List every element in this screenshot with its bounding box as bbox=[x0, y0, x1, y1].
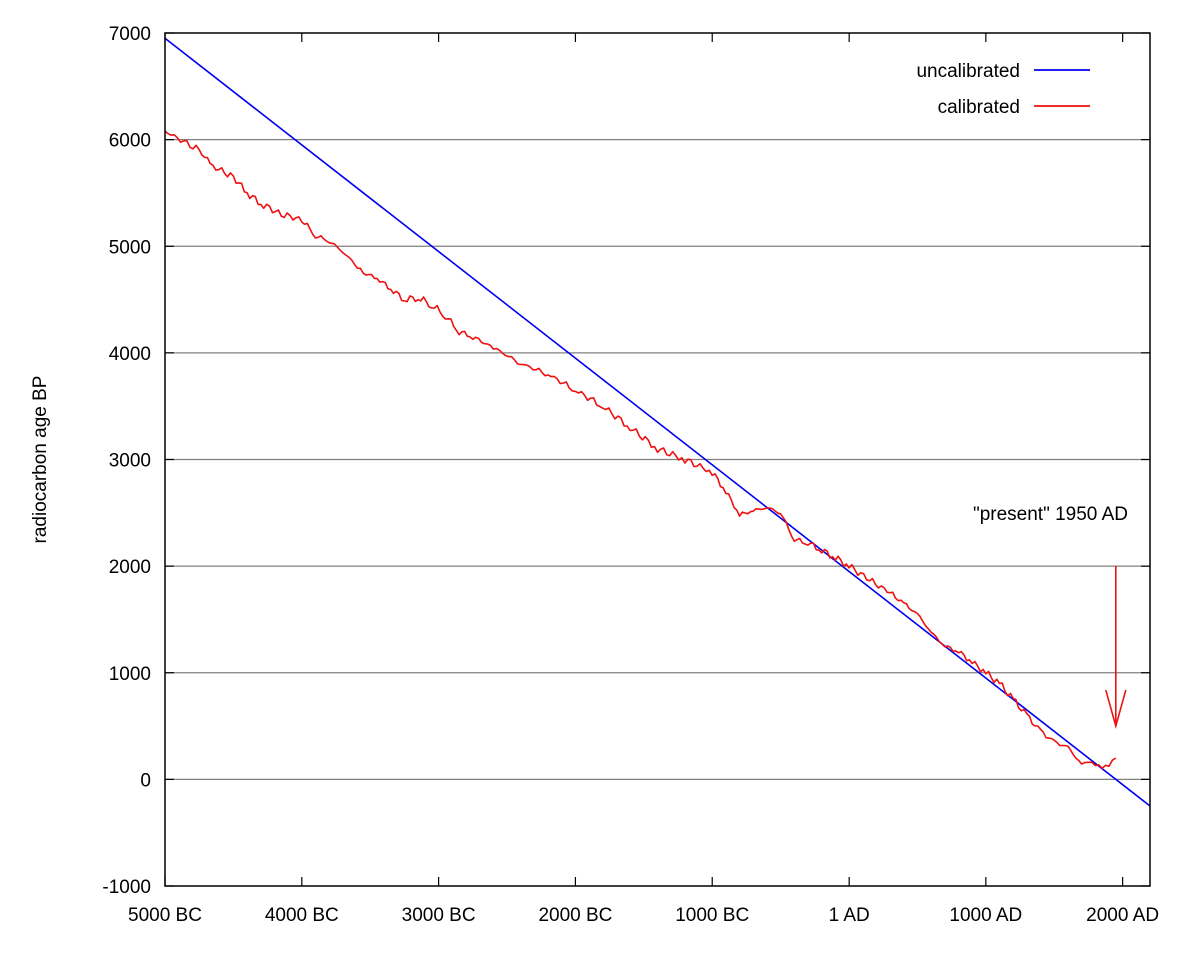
x-tick-label: 5000 BC bbox=[128, 905, 202, 926]
series-line-calibrated bbox=[164, 130, 1117, 769]
x-tick-label: 3000 BC bbox=[402, 905, 476, 926]
x-tick-label: 4000 BC bbox=[265, 905, 339, 926]
x-tick-label: 2000 AD bbox=[1086, 905, 1159, 926]
tick-labels: 7000 6000 5000 4000 3000 2000 1000 0 -1000 5000 B… bbox=[102, 24, 1159, 926]
x-tick-label: 1000 BC bbox=[675, 905, 749, 926]
x-tick-label: 2000 BC bbox=[538, 905, 612, 926]
legend-label-calibrated: calibrated bbox=[938, 97, 1020, 118]
y-tick-label: 5000 bbox=[109, 237, 151, 258]
y-tick-label: 1000 bbox=[109, 664, 151, 685]
y-tick-label: 4000 bbox=[109, 344, 151, 365]
y-axis-label: radiocarbon age BP bbox=[30, 376, 51, 544]
y-tick-label: 3000 bbox=[109, 451, 151, 472]
plot-series bbox=[164, 37, 1151, 807]
x-tick-label: 1000 AD bbox=[949, 905, 1022, 926]
axis-ticks bbox=[164, 32, 1150, 887]
series-line-uncalibrated bbox=[164, 37, 1151, 807]
y-tick-label: 2000 bbox=[109, 557, 151, 578]
grid-lines bbox=[165, 139, 1150, 780]
present-annotation-text: "present" 1950 AD bbox=[973, 504, 1128, 525]
present-arrow-head bbox=[1105, 689, 1127, 730]
present-annotation: "present" 1950 AD bbox=[973, 504, 1128, 730]
y-tick-label: 0 bbox=[140, 770, 151, 791]
y-tick-label: 6000 bbox=[109, 131, 151, 152]
y-tick-label: -1000 bbox=[102, 877, 151, 898]
x-tick-label: 1 AD bbox=[829, 905, 870, 926]
legend-label-uncalibrated: uncalibrated bbox=[916, 61, 1020, 82]
y-tick-label: 7000 bbox=[109, 24, 151, 45]
legend: uncalibrated calibrated bbox=[916, 61, 1090, 118]
